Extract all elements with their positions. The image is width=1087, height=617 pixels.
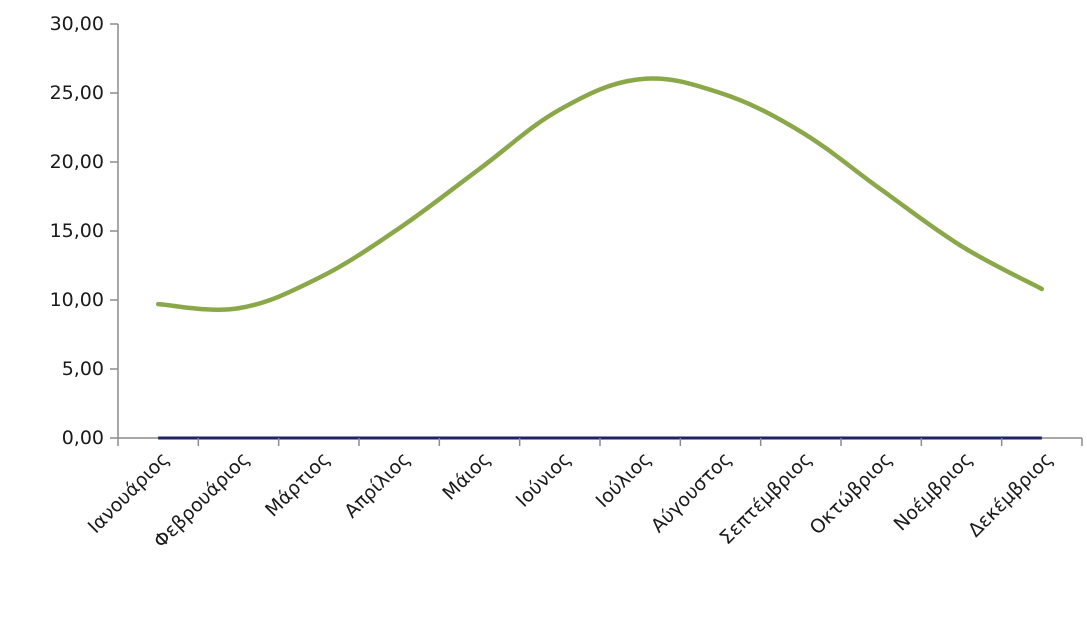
y-tick-label: 5,00 (62, 358, 104, 380)
series-line (158, 79, 1042, 310)
x-tick-label: Αύγουστος (647, 448, 736, 537)
y-tick-label: 0,00 (62, 427, 104, 449)
y-tick-label: 30,00 (50, 13, 104, 35)
y-tick-label: 15,00 (50, 220, 104, 242)
x-tick-label: Νοέμβριος (890, 448, 977, 535)
x-tick-label: Ιούνιος (512, 448, 576, 512)
x-tick-label: Δεκέμβριος (964, 448, 1057, 541)
series-layer (158, 79, 1042, 310)
x-tick-label: Οκτώβριος (806, 448, 897, 539)
x-tick-label: Μάιος (438, 448, 495, 505)
y-tick-label: 10,00 (50, 289, 104, 311)
x-tick-label: Ιανουάριος (84, 448, 174, 538)
x-tick-label: Απρίλιος (340, 448, 415, 523)
y-axis-ticks: 0,00 5,00 10,00 15,00 20,00 25,00 30,00 (50, 13, 118, 449)
x-tick-label: Μάρτιος (261, 448, 334, 521)
x-tick-label: Ιούλιος (592, 448, 656, 512)
y-tick-label: 20,00 (50, 151, 104, 173)
y-tick-label: 25,00 (50, 82, 104, 104)
